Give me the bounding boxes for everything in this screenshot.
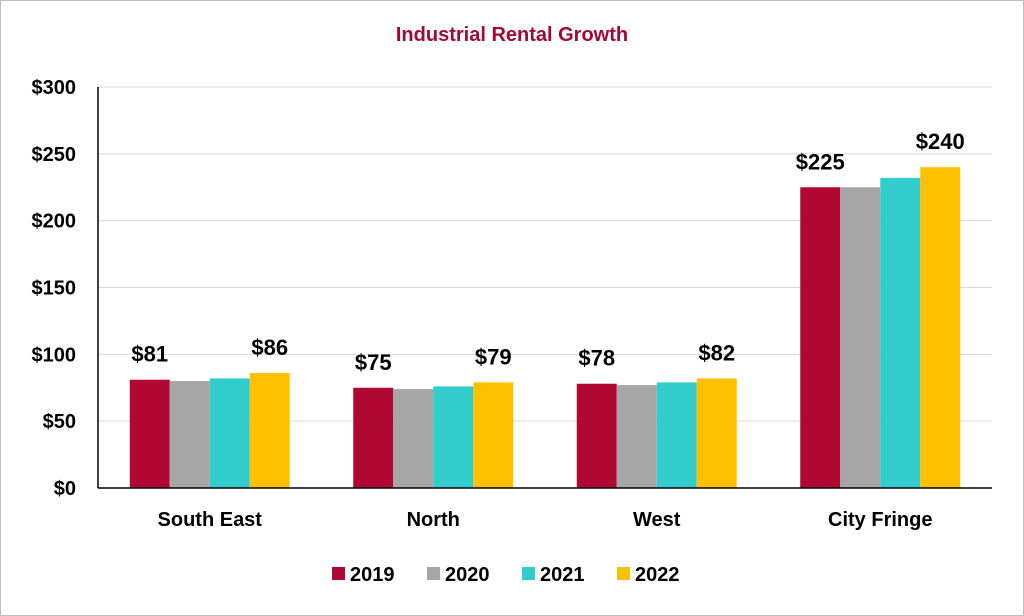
- x-tick-label: City Fringe: [828, 509, 932, 531]
- chart-title: Industrial Rental Growth: [395, 24, 629, 46]
- legend-label: 2019: [350, 564, 395, 586]
- bar-2022-city-fringe: [920, 167, 961, 488]
- data-label: $78: [578, 346, 615, 371]
- legend-swatch-2022: [617, 567, 630, 580]
- legend-label: 2022: [635, 564, 680, 586]
- x-tick-label: West: [633, 509, 681, 531]
- bar-2022-west: [696, 378, 737, 488]
- y-tick-label: $150: [32, 278, 77, 300]
- legend-label: 2021: [540, 564, 585, 586]
- y-tick-label: $50: [43, 411, 76, 433]
- bar-2022-north: [473, 382, 514, 488]
- data-label: $240: [916, 129, 965, 154]
- bar-2020-city-fringe: [840, 187, 881, 488]
- bar-2019-north: [353, 387, 394, 488]
- y-tick-label: $0: [54, 478, 76, 500]
- axes: $0 $50 $100 $150 $200 $250 $300 South East North…: [32, 77, 992, 531]
- bar-2022-south-east: [249, 373, 290, 488]
- legend-swatch-2019: [332, 567, 345, 580]
- data-label: $75: [355, 350, 392, 375]
- bar-2019-city-fringe: [800, 187, 841, 488]
- y-tick-label: $100: [32, 344, 77, 366]
- y-tick-label: $200: [32, 211, 77, 233]
- bar-2020-north: [393, 389, 434, 488]
- data-label: $82: [698, 340, 735, 365]
- legend-label: 2020: [445, 564, 490, 586]
- bars: [129, 167, 961, 489]
- data-label: $86: [251, 335, 288, 360]
- data-labels: $81 $86 $75 $79 $78 $82 $225 $240: [131, 129, 964, 375]
- data-label: $81: [131, 342, 168, 367]
- legend: 2019 2020 2021 2022: [332, 564, 680, 586]
- bar-2019-west: [576, 383, 617, 488]
- bar-2021-north: [433, 386, 474, 488]
- y-tick-label: $300: [32, 77, 77, 99]
- bar-2020-west: [616, 385, 657, 488]
- x-tick-label: North: [407, 509, 460, 531]
- legend-swatch-2021: [522, 567, 535, 580]
- bar-2021-west: [656, 382, 697, 488]
- x-tick-label: South East: [158, 509, 263, 531]
- bar-2019-south-east: [129, 379, 170, 488]
- y-tick-label: $250: [32, 144, 77, 166]
- data-label: $225: [796, 149, 845, 174]
- bar-2020-south-east: [169, 381, 210, 488]
- bar-2021-south-east: [209, 378, 250, 488]
- legend-swatch-2020: [427, 567, 440, 580]
- data-label: $79: [475, 344, 512, 369]
- bar-2021-city-fringe: [880, 177, 921, 489]
